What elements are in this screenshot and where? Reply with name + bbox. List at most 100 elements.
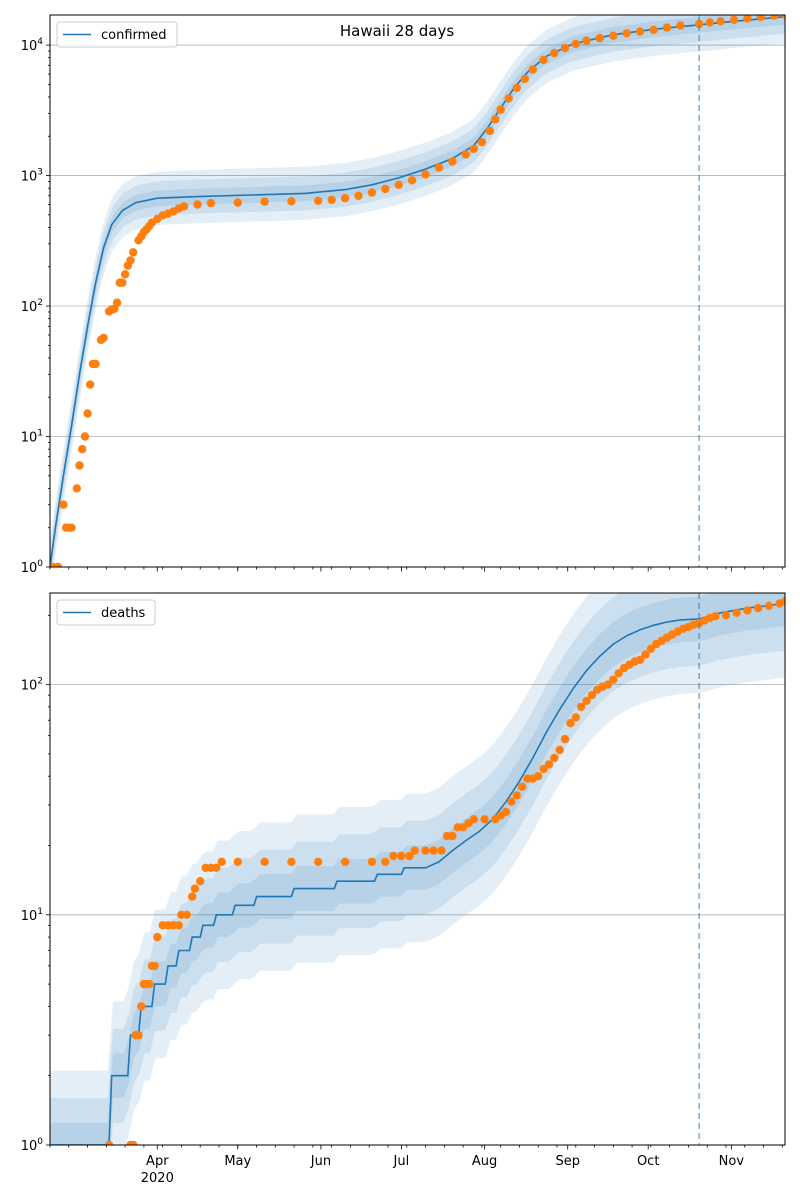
observed-point: [609, 675, 618, 684]
observed-point: [137, 1002, 146, 1011]
observed-point: [461, 150, 470, 159]
observed-point: [91, 359, 100, 369]
y-tick-label: 100: [21, 559, 44, 576]
observed-point: [134, 1031, 143, 1040]
confirmed-panel: 100 101 102 103 104 confirmed: [21, 14, 786, 576]
observed-point: [389, 851, 398, 861]
observed-point: [534, 772, 543, 781]
observed-point: [576, 702, 586, 712]
legend-label: deaths: [101, 606, 146, 621]
observed-point: [764, 601, 774, 610]
observed-point: [179, 202, 189, 211]
observed-point: [53, 562, 63, 567]
observed-point: [614, 669, 623, 678]
observed-point: [188, 892, 197, 901]
x-tick-label: Nov: [719, 1154, 745, 1169]
observed-point: [477, 138, 487, 147]
observed-point: [544, 760, 554, 769]
observed-point: [314, 196, 323, 205]
legend-box: [56, 599, 156, 626]
deaths-panel: 100 101 102 Apr May Jun Jul Aug Sep Oct Nov 2020 dea…: [21, 592, 786, 1186]
observed-point: [550, 48, 559, 58]
x-tick-label: Apr: [146, 1154, 169, 1169]
observed-point: [233, 857, 242, 866]
x-tick-label: May: [224, 1154, 251, 1169]
x-tick-label: Oct: [637, 1154, 659, 1169]
observed-point: [212, 863, 221, 872]
observed-point: [182, 910, 191, 919]
observed-point: [421, 170, 430, 179]
observed-point: [129, 1140, 138, 1145]
observed-point: [517, 782, 527, 791]
observed-point: [340, 857, 350, 866]
model-line: [50, 602, 785, 1145]
x-year-label: 2020: [141, 1171, 174, 1186]
axes-frame: [49, 592, 786, 1146]
observed-point: [555, 745, 564, 755]
observed-point: [582, 696, 591, 706]
observed-point: [354, 191, 363, 200]
observed-point: [676, 21, 685, 30]
observed-point: [314, 857, 323, 866]
observed-point: [448, 157, 457, 166]
observed-point: [340, 194, 350, 203]
observed-point: [78, 445, 87, 454]
y-tick-label: 101: [21, 907, 43, 924]
observed-point: [120, 270, 130, 279]
observed-point: [743, 15, 752, 23]
observed-point: [190, 884, 200, 893]
observed-point: [407, 176, 417, 185]
observed-point: [83, 409, 92, 418]
uncertainty-band: [50, 593, 785, 1145]
observed-point: [86, 380, 95, 389]
observed-point: [622, 29, 631, 38]
observed-point: [485, 126, 495, 136]
observed-point: [649, 25, 658, 34]
observed-point: [394, 180, 403, 189]
observed-point: [662, 23, 672, 32]
uncertainty-band: [50, 593, 785, 1145]
observed-point: [381, 184, 390, 194]
observed-point: [206, 198, 216, 208]
observed-point: [491, 115, 500, 124]
observed-point: [595, 33, 605, 43]
observed-point: [217, 857, 226, 866]
observed-point: [104, 1140, 114, 1145]
observed-point: [780, 597, 785, 606]
y-tick-label: 101: [21, 429, 43, 446]
observed-point: [72, 484, 82, 493]
observed-point: [59, 500, 68, 509]
observed-point: [560, 734, 570, 744]
observed-point: [469, 144, 478, 154]
observed-point: [397, 851, 406, 861]
observed-point: [233, 198, 242, 207]
observed-point: [405, 851, 414, 861]
observed-point: [528, 65, 537, 74]
x-tick-label: Jul: [393, 1154, 410, 1169]
observed-point: [770, 15, 779, 20]
observed-point: [603, 680, 613, 689]
observed-point: [469, 815, 478, 824]
legend-label: confirmed: [101, 28, 167, 43]
y-tick-label: 103: [21, 168, 43, 185]
observed-point: [99, 333, 108, 343]
observed-point: [287, 197, 296, 206]
observed-point: [571, 39, 580, 49]
x-tick-label: Sep: [555, 1154, 580, 1169]
observed-point: [367, 857, 377, 866]
chart-title: Hawaii 28 days: [340, 22, 454, 40]
observed-point: [145, 979, 154, 989]
observed-point: [705, 18, 715, 27]
observed-point: [587, 690, 597, 700]
observed-point: [635, 655, 645, 665]
observed-point: [67, 523, 76, 532]
observed-point: [129, 248, 138, 257]
observed-point: [512, 791, 521, 800]
observed-point: [560, 43, 570, 53]
observed-point: [729, 15, 739, 25]
observed-point: [609, 31, 618, 40]
observed-point: [501, 807, 511, 817]
observed-point: [75, 461, 84, 470]
observed-point: [410, 846, 419, 855]
